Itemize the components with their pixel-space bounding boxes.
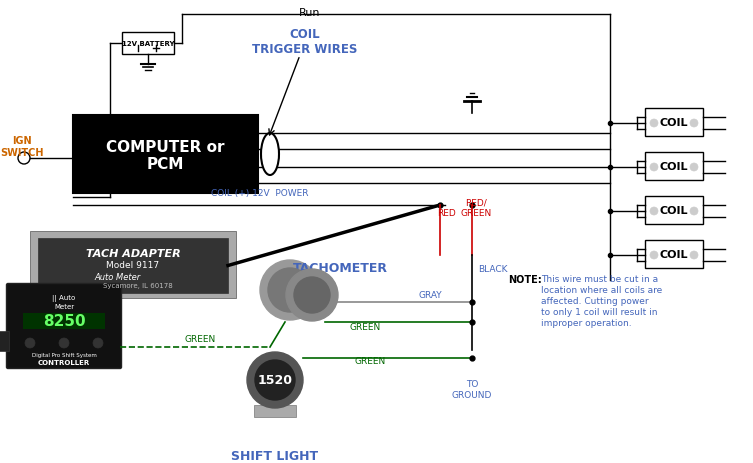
Text: NOTE:: NOTE: (508, 275, 541, 285)
FancyBboxPatch shape (645, 152, 703, 180)
FancyBboxPatch shape (122, 32, 174, 54)
Text: TACHOMETER: TACHOMETER (292, 262, 388, 275)
Text: SHIFT LIGHT: SHIFT LIGHT (231, 450, 319, 463)
Circle shape (59, 338, 69, 348)
Text: 8250: 8250 (43, 313, 85, 329)
Text: COIL
TRIGGER WIRES: COIL TRIGGER WIRES (252, 28, 358, 56)
Text: RED/
GREEN: RED/ GREEN (460, 199, 492, 218)
FancyBboxPatch shape (645, 196, 703, 224)
Circle shape (650, 163, 658, 171)
Circle shape (690, 163, 698, 171)
Text: Digital Pro Shift System: Digital Pro Shift System (32, 352, 96, 357)
Text: GREEN: GREEN (355, 357, 386, 367)
Text: BLACK: BLACK (478, 265, 508, 275)
FancyBboxPatch shape (254, 405, 296, 417)
Circle shape (294, 277, 330, 313)
Text: location where all coils are: location where all coils are (541, 286, 662, 295)
Text: GREEN: GREEN (349, 324, 380, 332)
Text: Auto Meter: Auto Meter (95, 274, 141, 282)
Text: RED: RED (437, 209, 456, 218)
Text: GREEN: GREEN (184, 336, 215, 344)
Circle shape (25, 338, 35, 348)
Text: to only 1 coil will result in: to only 1 coil will result in (541, 308, 657, 317)
FancyBboxPatch shape (0, 331, 9, 351)
Text: || Auto: || Auto (53, 295, 75, 302)
Text: 12V BATTERY: 12V BATTERY (122, 41, 174, 47)
Text: GRAY: GRAY (418, 290, 442, 300)
FancyBboxPatch shape (23, 313, 105, 329)
Text: COIL: COIL (660, 162, 688, 172)
Circle shape (260, 260, 320, 320)
Text: COIL (+) 12V  POWER: COIL (+) 12V POWER (212, 189, 309, 198)
Text: COIL: COIL (660, 118, 688, 128)
Text: 1520: 1520 (258, 375, 292, 388)
Text: This wire must be cut in a: This wire must be cut in a (541, 275, 658, 284)
Text: COIL: COIL (660, 206, 688, 216)
Text: TO
GROUND: TO GROUND (452, 380, 492, 400)
Circle shape (93, 338, 103, 348)
Circle shape (650, 207, 658, 215)
FancyBboxPatch shape (38, 238, 228, 293)
Text: affected. Cutting power: affected. Cutting power (541, 297, 648, 306)
Text: Meter: Meter (54, 304, 74, 310)
FancyBboxPatch shape (30, 231, 236, 298)
Text: CONTROLLER: CONTROLLER (38, 360, 90, 366)
Text: Run: Run (299, 8, 321, 18)
Circle shape (268, 268, 312, 312)
Text: Sycamore, IL 60178: Sycamore, IL 60178 (103, 283, 173, 289)
Circle shape (690, 119, 698, 127)
Text: TACH ADAPTER: TACH ADAPTER (86, 249, 181, 259)
Circle shape (255, 360, 295, 400)
Text: IGN
SWITCH: IGN SWITCH (0, 136, 44, 157)
FancyBboxPatch shape (645, 240, 703, 268)
Circle shape (286, 269, 338, 321)
FancyBboxPatch shape (7, 283, 121, 369)
Circle shape (247, 352, 303, 408)
Circle shape (690, 251, 698, 259)
Text: Model 9117: Model 9117 (106, 261, 160, 269)
FancyBboxPatch shape (73, 115, 258, 193)
Circle shape (690, 207, 698, 215)
Circle shape (650, 251, 658, 259)
Circle shape (650, 119, 658, 127)
Text: COMPUTER or
PCM: COMPUTER or PCM (106, 140, 224, 172)
Text: COIL: COIL (660, 250, 688, 260)
Ellipse shape (261, 133, 279, 175)
FancyBboxPatch shape (645, 108, 703, 136)
Text: improper operation.: improper operation. (541, 319, 632, 328)
